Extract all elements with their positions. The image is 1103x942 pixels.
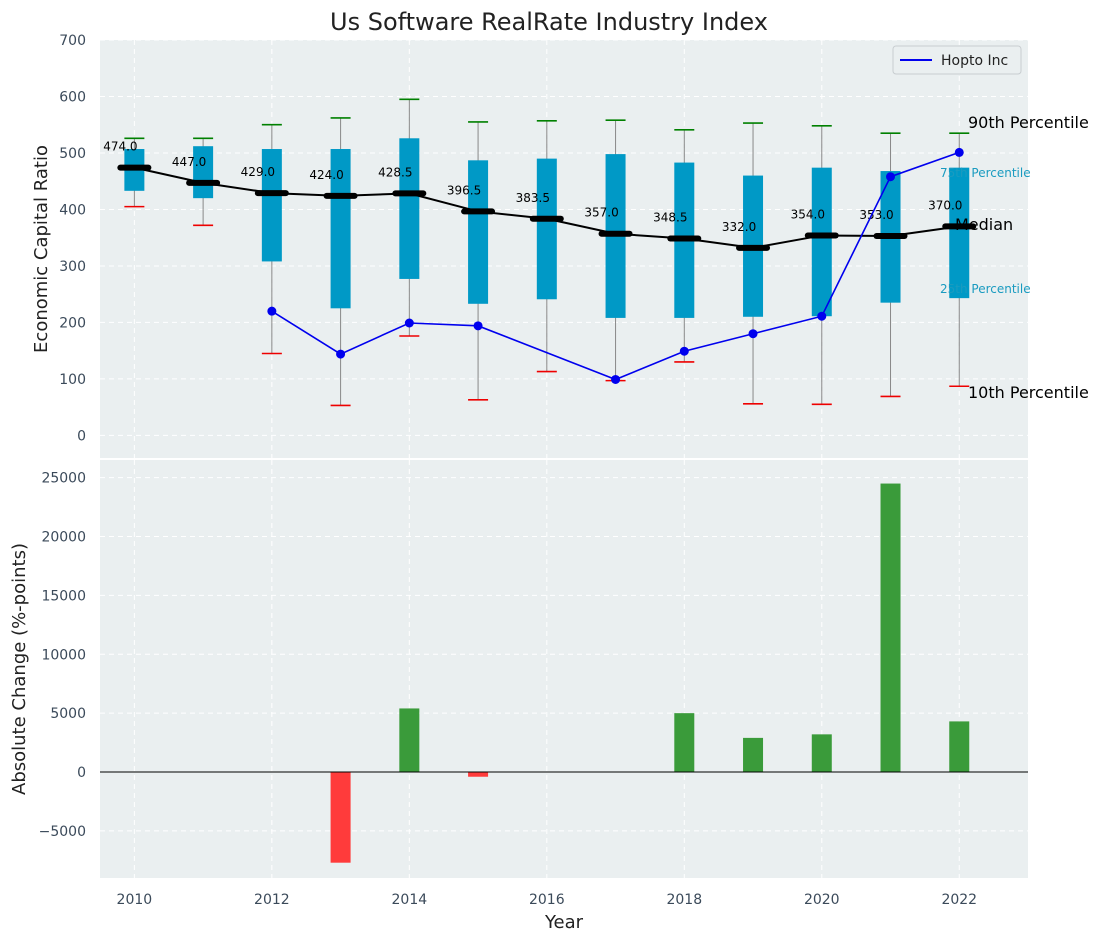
- x-tick-label-2012: 2012: [254, 892, 290, 908]
- top-plot-background: [100, 40, 1028, 458]
- top-gridlines: [100, 39, 1028, 458]
- box-2012: [261, 149, 282, 262]
- box-2016: [536, 158, 557, 300]
- legend-frame: [892, 45, 1022, 75]
- bar-2013: [330, 772, 351, 863]
- bottom-y-tick-label-1: 0: [77, 765, 86, 781]
- legend-label-hopto-inc: Hopto Inc: [941, 53, 1008, 69]
- box-2014: [399, 138, 420, 279]
- company-point-2022: [954, 147, 964, 157]
- median-label-2015: 396.5: [447, 183, 481, 197]
- annotation-median: Median: [955, 215, 1013, 234]
- bottom-y-tick-label-5: 20000: [41, 530, 86, 546]
- top-y-tick-label-300: 300: [59, 259, 86, 275]
- company-point-2017: [611, 374, 621, 384]
- bar-2020: [811, 734, 832, 773]
- x-tick-label-2018: 2018: [666, 892, 702, 908]
- company-point-2021: [886, 172, 896, 182]
- median-label-2021: 353.0: [859, 208, 893, 222]
- x-axis-label: Year: [544, 912, 584, 933]
- x-tick-label-2010: 2010: [117, 892, 153, 908]
- company-point-2013: [336, 349, 346, 359]
- company-point-2012: [267, 306, 277, 316]
- company-point-2015: [473, 321, 483, 331]
- top-y-tick-label-0: 0: [77, 428, 86, 444]
- median-label-2020: 354.0: [791, 207, 825, 221]
- median-label-2022: 370.0: [928, 198, 962, 212]
- top-y-tick-label-100: 100: [59, 372, 86, 388]
- bottom-y-tick-label-0: −5000: [39, 824, 86, 840]
- bar-2015: [468, 772, 489, 777]
- bar-2019: [743, 737, 764, 773]
- box-2013: [330, 149, 351, 309]
- bar-2018: [674, 713, 695, 773]
- box-2020: [811, 167, 832, 317]
- median-label-2019: 332.0: [722, 220, 756, 234]
- company-line: [271, 151, 960, 381]
- annotation-75th-percentile: 75th Percentile: [940, 166, 1031, 180]
- legend: Hopto Inc: [892, 45, 1022, 75]
- x-tick-label-2014: 2014: [392, 892, 428, 908]
- x-tick-label-2022: 2022: [941, 892, 977, 908]
- company-point-2019: [748, 329, 758, 339]
- bottom-y-axis-label: Absolute Change (%-points): [9, 543, 30, 795]
- bar-2021: [880, 483, 901, 773]
- chart-title: Us Software RealRate Industry Index: [330, 8, 768, 36]
- median-label-2016: 383.5: [516, 191, 550, 205]
- bottom-y-tick-label-2: 5000: [50, 706, 86, 722]
- median-label-2013: 424.0: [309, 168, 343, 182]
- median-label-2018: 348.5: [653, 211, 687, 225]
- median-label-2017: 357.0: [584, 206, 618, 220]
- tick-labels: 2010 2012 2014 2016 2018 2020 2022 0 100 200 300 40…: [39, 33, 977, 908]
- bar-marks: [100, 483, 1028, 863]
- company-point-2018: [679, 346, 689, 356]
- median-label-2012: 429.0: [241, 165, 275, 179]
- company-point-2020: [817, 311, 827, 321]
- box-2022: [949, 167, 970, 299]
- x-tick-label-2020: 2020: [804, 892, 840, 908]
- bottom-plot-background: [100, 460, 1028, 878]
- top-y-tick-label-400: 400: [59, 202, 86, 218]
- top-y-tick-label-700: 700: [59, 33, 86, 49]
- median-label-2010: 474.0: [103, 140, 137, 154]
- bottom-y-tick-label-6: 25000: [41, 471, 86, 487]
- top-y-tick-label-600: 600: [59, 89, 86, 105]
- bar-2014: [399, 708, 420, 773]
- x-tick-label-2016: 2016: [529, 892, 565, 908]
- bottom-y-tick-label-3: 10000: [41, 647, 86, 663]
- top-y-tick-label-200: 200: [59, 315, 86, 331]
- annotation-90th-percentile: 90th Percentile: [968, 113, 1089, 132]
- company-point-2014: [404, 318, 414, 328]
- bottom-y-tick-label-4: 15000: [41, 588, 86, 604]
- bottom-gridlines: [100, 460, 1028, 878]
- annotation-25th-percentile: 25th Percentile: [940, 282, 1031, 296]
- box-2015: [468, 160, 489, 304]
- annotation-10th-percentile: 10th Percentile: [968, 383, 1089, 402]
- box-plot-marks: 474.0 447.0 429.0 424.0 428.5 396.5 383.5 357.0…: [103, 98, 977, 407]
- bar-2022: [949, 721, 970, 773]
- top-y-axis-label: Economic Capital Ratio: [31, 145, 52, 353]
- median-label-2014: 428.5: [378, 165, 412, 179]
- median-label-2011: 447.0: [172, 155, 206, 169]
- top-y-tick-label-500: 500: [59, 146, 86, 162]
